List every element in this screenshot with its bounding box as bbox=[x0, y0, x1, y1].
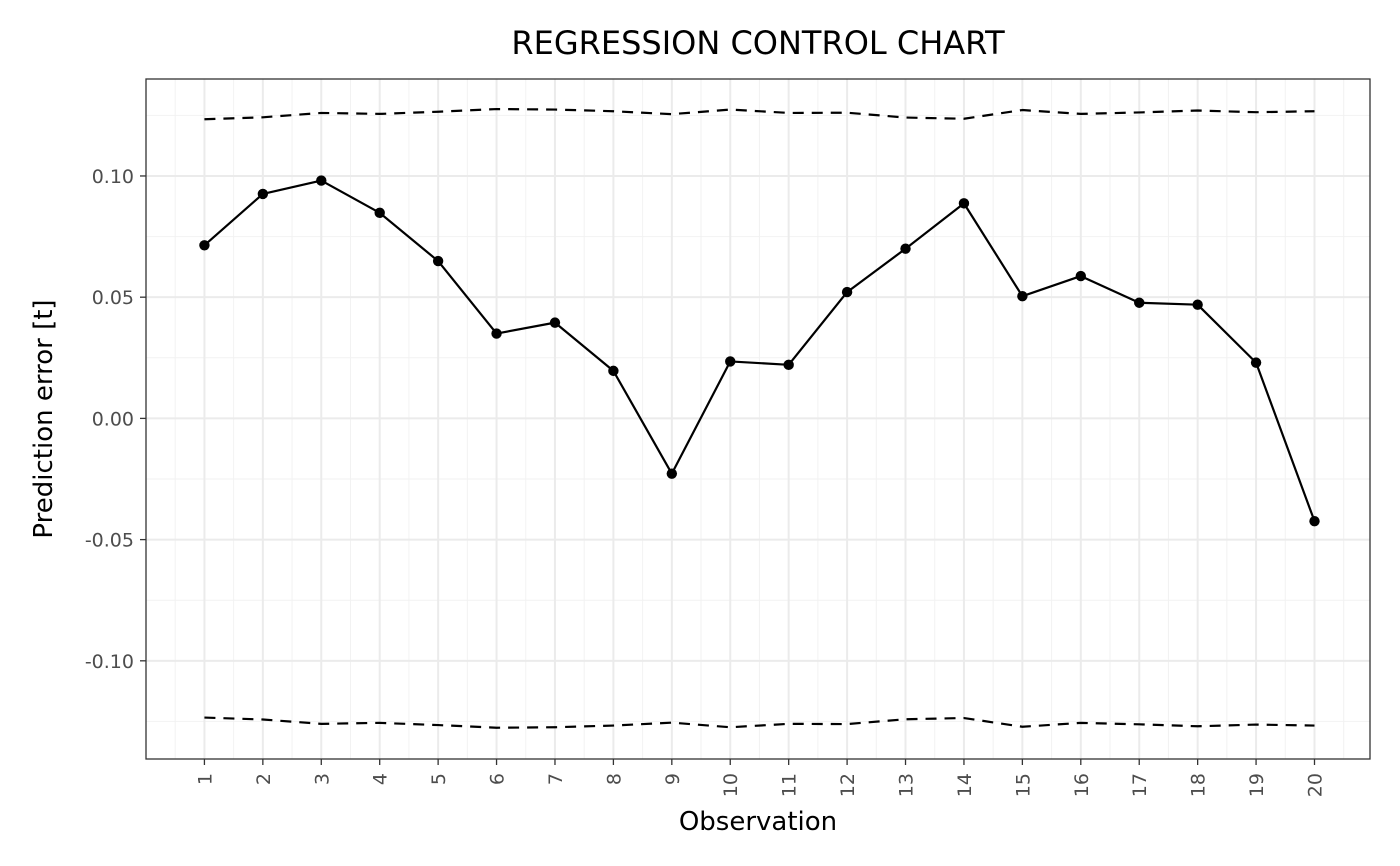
data-point bbox=[1134, 297, 1145, 308]
chart-title: REGRESSION CONTROL CHART bbox=[511, 24, 1005, 62]
x-tick-label: 17 bbox=[1129, 773, 1151, 797]
y-tick-label: -0.05 bbox=[85, 530, 134, 552]
data-point bbox=[1075, 270, 1086, 282]
x-tick-label: 4 bbox=[370, 773, 392, 785]
y-tick-label: 0.00 bbox=[92, 408, 134, 430]
data-point bbox=[608, 365, 619, 377]
data-point bbox=[1309, 515, 1320, 527]
data-point bbox=[1017, 291, 1028, 302]
upper-control-limit-line bbox=[204, 107, 1315, 121]
y-axis-title: Prediction error [t] bbox=[29, 299, 59, 538]
x-axis: 1 2 3 4 5 6 7 8 9 10 11 12 13 14 15 16 17 18 19 20 bbox=[194, 759, 1326, 797]
plot-area bbox=[145, 78, 1371, 760]
y-tick-label: 0.10 bbox=[92, 166, 134, 188]
series-layer bbox=[199, 107, 1320, 729]
x-tick-label: 15 bbox=[1012, 773, 1034, 797]
data-point bbox=[316, 175, 327, 186]
x-tick-label: 12 bbox=[837, 773, 859, 797]
x-tick-label: 2 bbox=[253, 773, 275, 785]
data-point bbox=[841, 286, 853, 298]
y-tick-label: -0.10 bbox=[85, 651, 134, 673]
x-tick-label: 10 bbox=[720, 773, 742, 797]
x-tick-label: 3 bbox=[311, 773, 333, 785]
x-tick-label: 14 bbox=[954, 773, 976, 797]
x-tick-label: 13 bbox=[896, 773, 918, 797]
data-point bbox=[1192, 299, 1203, 310]
data-point bbox=[725, 356, 736, 367]
x-tick-label: 7 bbox=[545, 773, 567, 785]
data-point bbox=[783, 359, 794, 371]
x-tick-label: 6 bbox=[487, 773, 509, 785]
x-tick-label: 8 bbox=[603, 773, 625, 785]
x-tick-label: 20 bbox=[1304, 773, 1326, 797]
x-tick-label: 18 bbox=[1188, 773, 1210, 797]
data-point bbox=[491, 328, 502, 339]
x-tick-label: 5 bbox=[428, 773, 450, 785]
prediction-error-line bbox=[203, 179, 1316, 522]
data-point bbox=[666, 468, 678, 479]
y-tick-label: 0.05 bbox=[92, 287, 134, 309]
x-tick-label: 16 bbox=[1071, 773, 1093, 797]
y-axis: 0.10 0.05 0.00 -0.05 -0.10 bbox=[85, 166, 146, 673]
x-tick-label: 11 bbox=[779, 773, 801, 797]
data-point bbox=[549, 317, 561, 328]
data-point bbox=[199, 240, 210, 251]
x-tick-label: 9 bbox=[662, 773, 684, 785]
data-point bbox=[900, 243, 911, 254]
data-point bbox=[1250, 357, 1262, 368]
data-point bbox=[432, 255, 444, 267]
x-tick-label: 19 bbox=[1246, 773, 1268, 797]
x-tick-label: 1 bbox=[194, 773, 216, 785]
lower-control-limit-line bbox=[204, 716, 1315, 729]
data-point bbox=[257, 188, 269, 200]
data-point bbox=[958, 198, 970, 209]
x-axis-title: Observation bbox=[679, 807, 837, 837]
data-point bbox=[374, 207, 385, 219]
grid-lines bbox=[146, 79, 1370, 759]
